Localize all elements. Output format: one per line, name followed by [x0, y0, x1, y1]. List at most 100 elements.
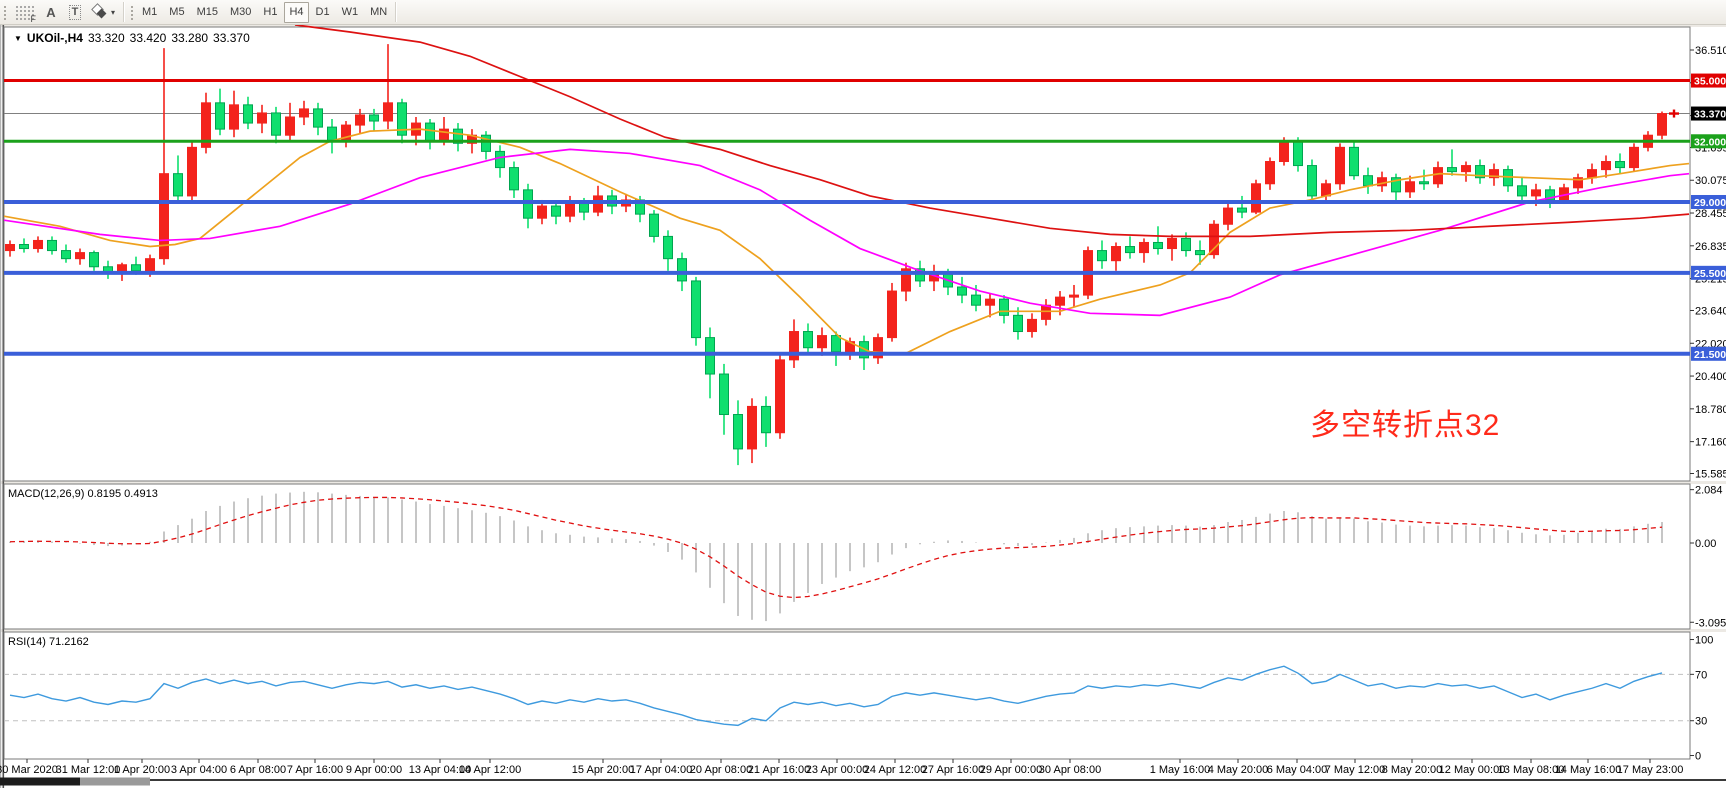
candle-body	[257, 112, 267, 124]
candle-body	[1209, 223, 1219, 256]
candle-body	[663, 235, 673, 260]
time-axis-label: 7 May 12:00	[1325, 764, 1386, 776]
panel-splitter[interactable]	[0, 481, 1726, 484]
candle-body	[1489, 169, 1499, 179]
timeframe-button-w1[interactable]: W1	[337, 2, 364, 23]
candle-body	[145, 258, 155, 272]
candle-body	[1139, 241, 1149, 254]
ma-line-orange	[3, 128, 1690, 355]
text-box-tool-button[interactable]: T	[63, 2, 87, 23]
candle-body	[1447, 167, 1457, 173]
candle-body	[397, 102, 407, 136]
candle-body	[1531, 189, 1541, 197]
candle-body	[495, 150, 505, 169]
candle-body	[215, 102, 225, 130]
candle-body	[915, 268, 925, 282]
candle-body	[383, 102, 393, 122]
candle-body	[1349, 146, 1359, 177]
candle-body	[1097, 250, 1107, 262]
timeframe-button-h4[interactable]: H4	[284, 1, 309, 23]
shapes-tool-button[interactable]: ▾	[87, 2, 120, 23]
price-level-label-text: 35.000	[1694, 76, 1726, 88]
candle-body	[1055, 296, 1065, 306]
time-axis-label: 9 Apr 00:00	[346, 764, 402, 776]
toolbar-separator	[395, 2, 397, 22]
candle-body	[1321, 183, 1331, 197]
candle-body	[1433, 167, 1443, 185]
time-axis-label: 20 Apr 08:00	[690, 764, 752, 776]
timeframe-button-mn[interactable]: MN	[365, 2, 392, 23]
candle-body	[47, 239, 57, 252]
time-axis-label: 12 May 00:00	[1439, 764, 1506, 776]
text-label-tool-button[interactable]: A	[39, 2, 63, 23]
time-axis-label: 17 Apr 04:00	[630, 764, 692, 776]
candle-body	[985, 298, 995, 306]
time-axis-label: 3 Apr 04:00	[171, 764, 227, 776]
candle-body	[1237, 207, 1247, 213]
axis-tick-label: -3.0957	[1695, 617, 1726, 629]
candle-body	[1517, 185, 1527, 197]
main-panel-frame	[3, 26, 1691, 482]
toolbar-separator	[123, 2, 125, 22]
candle-body	[1629, 146, 1639, 169]
panel-splitter[interactable]	[0, 629, 1726, 632]
candle-body	[1153, 241, 1163, 250]
axis-tick-label: 100	[1695, 635, 1713, 647]
candle-body	[705, 337, 715, 375]
toolbar: F A T ▾ M1 M5 M15 M30 H1 H4 D1 W1 MN	[0, 0, 1726, 25]
timeframe-button-h1[interactable]: H1	[258, 2, 282, 23]
axis-tick-label: 0.00	[1695, 538, 1716, 550]
text-box-icon: T	[68, 4, 82, 20]
time-axis-label: 17 May 23:00	[1617, 764, 1684, 776]
price-level-label-text: 32.000	[1694, 136, 1726, 148]
candle-body	[61, 250, 71, 260]
price-level-label-text: 33.370	[1694, 109, 1726, 121]
time-axis-label: 27 Apr 16:00	[922, 764, 984, 776]
candle-body	[425, 122, 435, 142]
ma-line-magenta	[3, 148, 1690, 317]
axis-tick-label: 26.835	[1695, 241, 1726, 253]
candle-body	[285, 116, 295, 136]
candle-body	[523, 189, 533, 219]
candle-body	[1111, 246, 1121, 262]
candle-body	[1587, 169, 1597, 179]
time-axis-label: 6 Apr 08:00	[230, 764, 286, 776]
candle-body	[747, 405, 757, 450]
price-level-label	[1691, 346, 1726, 361]
price-level-label-text: 29.000	[1694, 197, 1726, 209]
price-level-label	[1691, 106, 1726, 121]
price-level-label	[1691, 134, 1726, 149]
candle-body	[173, 173, 183, 197]
macd-signal-line	[9, 496, 1663, 599]
candle-body	[551, 205, 561, 217]
time-axis-label: 1 May 16:00	[1150, 764, 1211, 776]
timeframe-button-m5[interactable]: M5	[164, 2, 189, 23]
candle-body	[1223, 207, 1233, 225]
candle-body	[1335, 146, 1345, 185]
timeframe-button-m30[interactable]: M30	[225, 2, 256, 23]
candle-body	[873, 337, 883, 359]
time-axis-label: 30 Apr 08:00	[1039, 764, 1101, 776]
candle-body	[775, 359, 785, 434]
candle-body	[719, 373, 729, 416]
fibonacci-tool-button[interactable]: F	[10, 2, 39, 24]
candle-body	[131, 264, 141, 272]
price-level-label-text: 21.500	[1694, 349, 1726, 361]
toolbar-drag-handle[interactable]	[2, 4, 7, 20]
axis-tick-label: 18.780	[1695, 404, 1726, 416]
scrollbar-thumb[interactable]	[0, 777, 80, 786]
axis-tick-label: 23.640	[1695, 305, 1726, 317]
timeframe-button-d1[interactable]: D1	[311, 2, 335, 23]
price-level-label	[1691, 265, 1726, 280]
candle-body	[299, 108, 309, 118]
time-axis-label: 8 May 20:00	[1382, 764, 1443, 776]
timeframe-button-m1[interactable]: M1	[137, 2, 162, 23]
candle-body	[19, 243, 29, 250]
candle-body	[481, 134, 491, 152]
toolbar-drag-handle[interactable]	[129, 4, 135, 20]
timeframe-button-m15[interactable]: M15	[192, 2, 223, 23]
rsi-panel-frame	[3, 631, 1691, 760]
chart-annotation-text[interactable]: 多空转折点32	[1310, 409, 1501, 442]
